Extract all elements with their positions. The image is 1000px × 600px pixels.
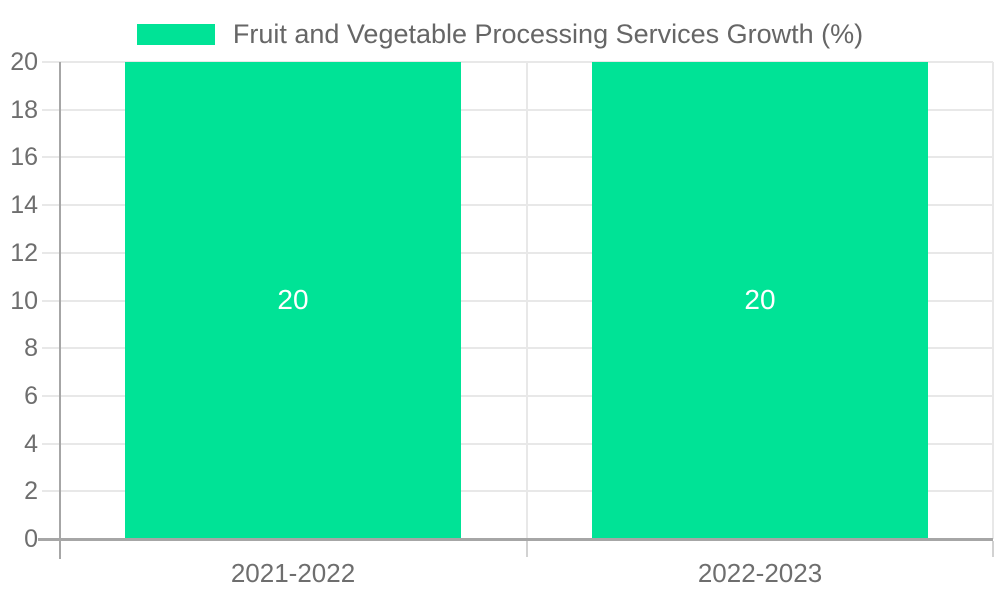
y-gridline: [42, 61, 993, 63]
y-gridline: [42, 347, 993, 350]
y-tick-label: 12: [10, 238, 38, 267]
y-gridline: [42, 490, 993, 493]
y-tick-label: 4: [24, 429, 38, 458]
y-tick-label: 16: [10, 143, 38, 172]
legend[interactable]: Fruit and Vegetable Processing Services …: [0, 14, 1000, 54]
bar[interactable]: 20: [592, 62, 928, 538]
y-gridline: [42, 299, 993, 302]
y-tick-label: 20: [10, 48, 38, 76]
y-tick-label: 0: [24, 525, 38, 553]
y-gridline: [42, 394, 993, 397]
y-gridline: [42, 442, 993, 445]
x-axis-label: 2022-2023: [697, 558, 823, 588]
y-tick-label: 18: [10, 95, 38, 124]
bar-value-label: 20: [277, 284, 309, 315]
legend-marker: [136, 23, 215, 45]
y-gridline: [42, 156, 993, 159]
y-tick-label: 2: [24, 477, 38, 506]
bar-value-label: 20: [744, 284, 776, 315]
x-axis-tick: [526, 541, 528, 557]
x-gridline: [992, 62, 994, 539]
bar[interactable]: 20: [125, 62, 461, 538]
y-axis-line: [59, 62, 61, 559]
y-tick-label: 6: [24, 381, 38, 410]
y-gridline: [42, 108, 993, 111]
x-axis-line: [38, 538, 993, 541]
y-gridline: [42, 251, 993, 254]
y-gridline: [42, 204, 993, 207]
y-tick-label: 14: [10, 191, 38, 220]
y-tick-label: 8: [24, 334, 38, 363]
x-gridline: [526, 62, 528, 539]
x-axis-tick: [992, 541, 994, 557]
y-tick-label: 10: [10, 286, 38, 315]
legend-label: Fruit and Vegetable Processing Services …: [232, 18, 864, 49]
x-axis-label: 2021-2022: [230, 558, 356, 588]
